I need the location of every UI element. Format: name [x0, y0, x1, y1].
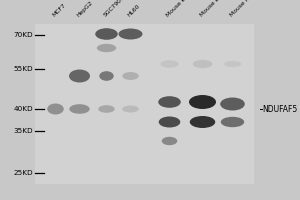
Ellipse shape — [95, 28, 118, 40]
Ellipse shape — [69, 70, 90, 82]
FancyBboxPatch shape — [34, 24, 254, 184]
Ellipse shape — [158, 96, 181, 108]
Text: Mouse heart: Mouse heart — [229, 0, 259, 18]
Text: Mouse brain: Mouse brain — [199, 0, 229, 18]
Ellipse shape — [99, 71, 114, 81]
Ellipse shape — [97, 44, 116, 52]
Ellipse shape — [159, 116, 180, 128]
Ellipse shape — [98, 105, 115, 113]
Ellipse shape — [189, 95, 216, 109]
Text: MCF7: MCF7 — [52, 3, 67, 18]
Text: 40KD: 40KD — [14, 106, 33, 112]
Ellipse shape — [221, 117, 244, 127]
Ellipse shape — [162, 137, 177, 145]
Text: 25KD: 25KD — [14, 170, 33, 176]
Text: NDUFAF5: NDUFAF5 — [262, 104, 298, 114]
Text: Mouse kidney: Mouse kidney — [166, 0, 199, 18]
Text: HL60: HL60 — [127, 4, 141, 18]
Ellipse shape — [160, 60, 178, 68]
Text: HepG2: HepG2 — [76, 0, 94, 18]
Ellipse shape — [190, 116, 215, 128]
Text: SGC7901: SGC7901 — [103, 0, 126, 18]
Ellipse shape — [193, 60, 212, 68]
Ellipse shape — [122, 106, 139, 112]
Text: 35KD: 35KD — [14, 128, 33, 134]
Ellipse shape — [47, 104, 64, 114]
Ellipse shape — [224, 61, 241, 67]
Ellipse shape — [69, 104, 90, 114]
Ellipse shape — [118, 28, 142, 40]
Text: 55KD: 55KD — [14, 66, 33, 72]
Text: 70KD: 70KD — [14, 32, 33, 38]
Ellipse shape — [220, 98, 245, 110]
Ellipse shape — [122, 72, 139, 80]
